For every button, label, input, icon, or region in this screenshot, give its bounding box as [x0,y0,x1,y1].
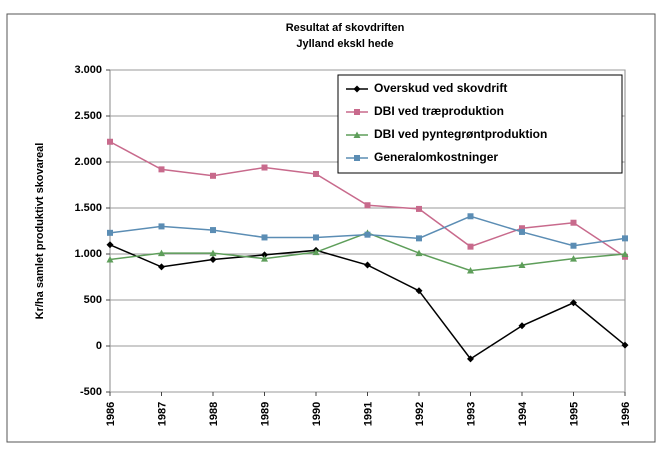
x-tick-label: 1990 [311,402,323,426]
data-point [210,172,216,179]
data-point [209,256,217,264]
data-point [621,341,629,349]
x-tick-label: 1986 [105,402,117,426]
legend-marker [354,155,360,161]
legend-box [337,74,623,174]
data-point [416,205,422,212]
y-axis-label: Kr/ha samlet produktivt skovareal [34,143,46,320]
y-tick-label: 2.500 [74,110,102,122]
data-point [519,228,525,235]
data-point [106,241,114,249]
data-point [467,355,474,363]
data-point [261,255,268,262]
chart-subtitle: Jylland ekskl hede [296,38,393,50]
data-point [519,225,525,232]
data-point [570,255,577,262]
data-point [158,166,165,173]
data-point [621,250,629,257]
data-point [364,202,371,209]
data-point [416,235,422,242]
data-point [518,261,526,269]
data-point [570,242,577,249]
data-point [518,322,526,330]
data-point [158,249,165,257]
data-point [261,164,268,171]
data-point [313,234,319,241]
data-point [210,227,216,234]
data-point [312,248,320,256]
data-point [364,261,371,269]
data-point [622,235,628,242]
data-point [158,223,165,230]
data-point [107,138,113,145]
y-tick-label: 1.000 [74,248,102,260]
x-tick-label: 1987 [156,402,168,426]
data-point [570,299,577,307]
y-tick-label: 1.500 [74,202,102,214]
x-tick-label: 1994 [517,401,529,426]
data-point [415,249,423,257]
x-tick-label: 1995 [568,402,580,426]
x-tick-label: 1992 [414,402,426,426]
y-tick-label: 3.000 [74,64,102,76]
y-tick-label: -500 [80,386,102,398]
x-tick-label: 1988 [208,402,220,426]
data-point [467,213,474,220]
data-point [364,231,371,238]
data-point [209,249,217,257]
data-point [106,256,114,263]
y-tick-label: 2.000 [74,156,102,168]
data-point [261,234,268,241]
data-point [261,251,268,259]
legend-label: DBI ved træproduktion [374,104,504,118]
data-point [107,229,113,236]
y-tick-label: 0 [96,340,102,352]
data-point [415,287,423,295]
data-point [467,267,474,274]
legend-marker [353,131,361,138]
chart-title: Resultat af skovdriften [286,22,405,34]
legend-marker [353,85,361,93]
legend-marker [354,109,360,115]
legend-label: Overskud ved skovdrift [374,81,507,95]
legend-label: DBI ved pyntegrøntproduktion [374,127,547,141]
legend-label: Generalomkostninger [374,150,498,164]
x-tick-label: 1991 [362,402,374,426]
data-point [467,243,474,250]
x-tick-label: 1993 [465,402,477,426]
data-point [313,170,319,177]
y-tick-label: 500 [84,294,102,306]
x-tick-label: 1989 [259,402,271,426]
x-tick-label: 1996 [620,402,632,426]
data-point [570,219,577,226]
data-point [158,263,165,271]
